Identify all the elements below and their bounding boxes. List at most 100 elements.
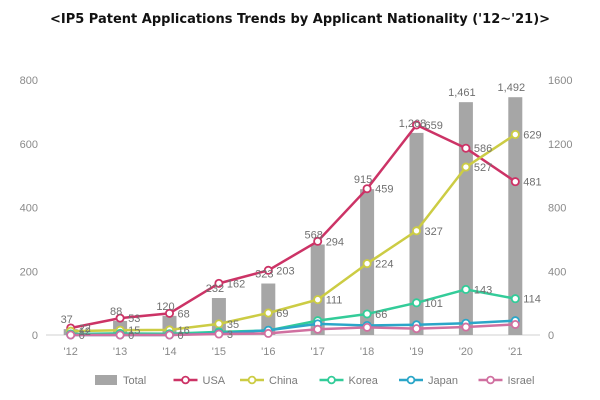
chart-title: <IP5 Patent Applications Trends by Appli… <box>49 12 551 27</box>
bar-total <box>458 102 473 335</box>
data-label-usa: 481 <box>523 177 541 189</box>
legend-label-korea: Korea <box>349 375 379 387</box>
x-tick-label: '17 <box>311 346 325 358</box>
data-label-china: 327 <box>425 226 443 238</box>
data-label-china: 12 <box>79 326 91 338</box>
legend-marker-korea <box>327 375 336 385</box>
point-usa <box>510 177 520 187</box>
point-israel <box>510 319 520 329</box>
legend-marker-china <box>247 375 257 385</box>
data-label-total: 1,492 <box>498 82 526 94</box>
point-usa <box>362 184 372 194</box>
x-tick-label: '19 <box>409 346 423 358</box>
y-right-tick-label: 1200 <box>548 139 572 151</box>
point-korea <box>411 298 421 308</box>
series-line-israel <box>70 323 516 337</box>
data-label-total: 232 <box>206 283 224 295</box>
legend-marker-usa <box>181 375 190 385</box>
point-usa <box>214 278 224 288</box>
series-line-china <box>70 133 516 333</box>
x-tick-label: '21 <box>508 346 522 358</box>
point-china <box>411 226 421 236</box>
y-right-tick-label: 400 <box>548 266 566 278</box>
data-label-total: 1,268 <box>399 118 427 130</box>
point-israel <box>164 330 174 340</box>
legend-label-total: Total <box>123 375 146 387</box>
data-label-total: 37 <box>61 314 73 326</box>
data-label-usa: 53 <box>128 313 140 325</box>
legend-label-usa: USA <box>203 375 226 387</box>
point-israel <box>461 322 471 332</box>
data-label-china: 527 <box>474 162 492 174</box>
point-usa <box>263 265 273 275</box>
data-label-total: 88 <box>110 306 122 318</box>
data-label-usa: 22 <box>79 323 91 335</box>
y-right-tick-label: 0 <box>548 330 554 342</box>
point-usa <box>313 236 323 246</box>
legend-marker-japan <box>406 375 416 385</box>
x-tick-label: '18 <box>360 346 374 358</box>
y-left-tick-label: 0 <box>32 330 38 342</box>
data-label-korea: 101 <box>425 298 443 310</box>
point-china <box>313 295 323 305</box>
data-label-israel: 3 <box>227 329 233 341</box>
y-right-tick-label: 1600 <box>548 75 572 87</box>
data-label-total: 915 <box>354 174 372 186</box>
point-korea <box>461 284 471 294</box>
data-label-china: 16 <box>178 325 190 337</box>
bar-total <box>508 97 523 336</box>
data-label-usa: 459 <box>375 184 393 196</box>
data-label-china: 224 <box>375 259 393 271</box>
data-label-total: 120 <box>156 301 174 313</box>
point-usa <box>461 143 471 153</box>
point-china <box>362 259 372 269</box>
data-label-china: 35 <box>227 319 239 331</box>
data-label-korea: 66 <box>375 309 387 321</box>
data-label-usa: 294 <box>326 236 344 248</box>
data-label-korea: 143 <box>474 284 492 296</box>
x-tick-label: '13 <box>113 346 127 358</box>
y-left-tick-label: 600 <box>20 139 38 151</box>
series-line-usa <box>70 123 517 330</box>
legend-swatch-total <box>95 375 117 385</box>
point-israel <box>214 329 224 339</box>
data-label-usa: 68 <box>178 308 190 320</box>
point-israel <box>411 324 421 334</box>
legend-label-israel: Israel <box>508 375 535 387</box>
data-label-japan: 0 <box>79 330 85 342</box>
legend-label-china: China <box>269 375 299 387</box>
x-tick-label: '15 <box>212 346 226 358</box>
data-label-total: 1,461 <box>448 87 476 99</box>
data-label-china: 15 <box>128 325 140 337</box>
bar-total <box>310 244 325 335</box>
legend-marker-israel <box>486 375 495 385</box>
point-china <box>214 319 224 329</box>
point-israel <box>66 330 76 340</box>
data-label-china: 69 <box>276 308 288 320</box>
data-label-usa: 203 <box>276 265 294 277</box>
point-israel <box>313 324 323 334</box>
series-line-korea <box>70 288 516 336</box>
data-label-usa: 586 <box>474 143 492 155</box>
point-korea <box>510 294 520 304</box>
data-label-korea: 114 <box>523 294 541 306</box>
point-usa <box>115 313 125 323</box>
data-label-usa: 162 <box>227 278 245 290</box>
y-left-tick-label: 400 <box>20 203 38 215</box>
data-label-usa: 659 <box>425 120 443 132</box>
data-label-japan: 0 <box>128 330 134 342</box>
point-israel <box>263 328 273 338</box>
point-israel <box>115 330 125 340</box>
data-label-total: 323 <box>255 269 273 281</box>
x-tick-label: '16 <box>261 346 275 358</box>
data-label-china: 629 <box>523 130 541 142</box>
x-tick-label: '14 <box>162 346 176 358</box>
x-tick-label: '12 <box>64 346 78 358</box>
point-usa <box>411 120 421 130</box>
y-left-tick-label: 800 <box>20 75 38 87</box>
point-korea <box>362 309 372 319</box>
data-label-japan: 0 <box>178 330 184 342</box>
y-right-tick-label: 800 <box>548 203 566 215</box>
x-tick-label: '20 <box>459 346 473 358</box>
